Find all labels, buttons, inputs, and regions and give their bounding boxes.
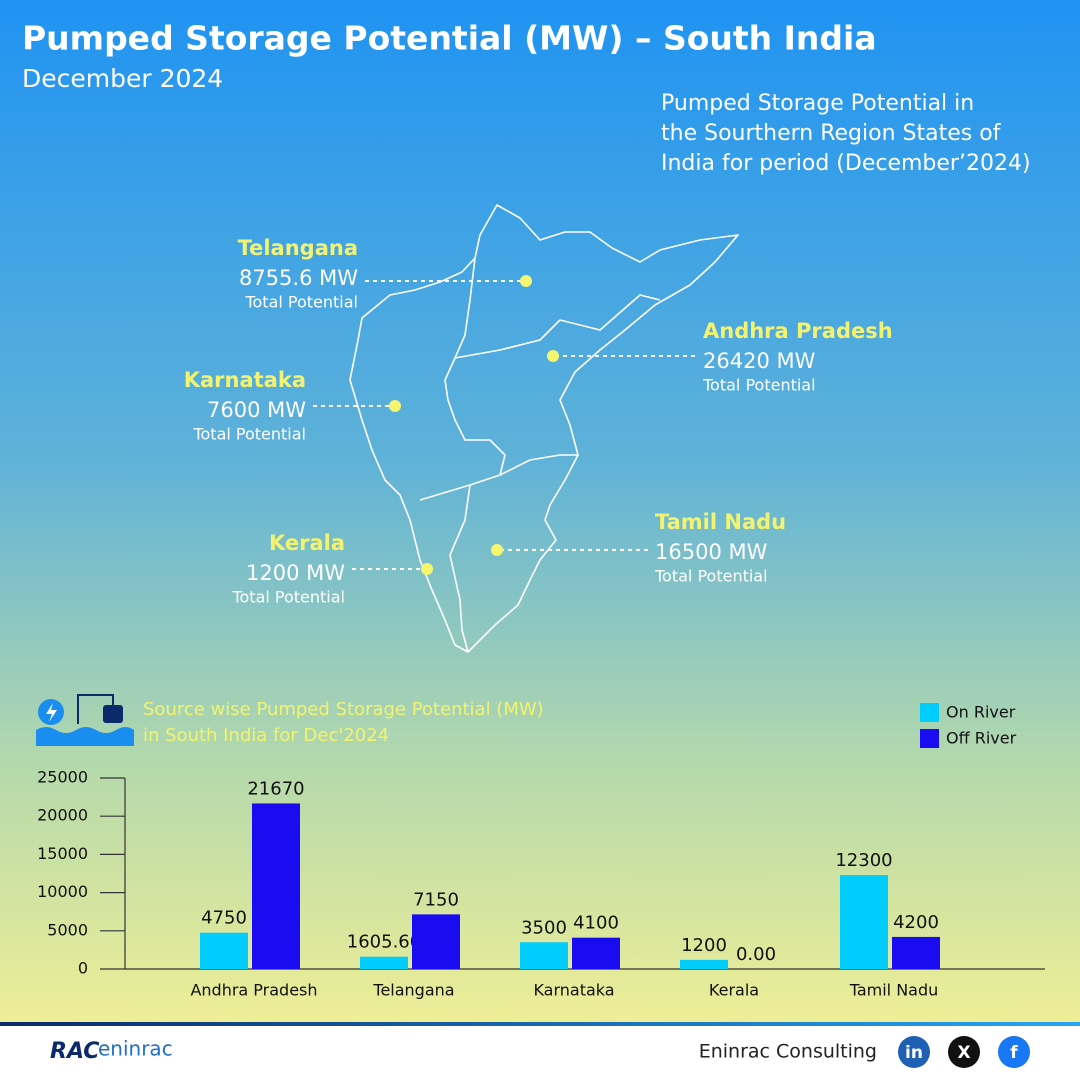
icon-water: [36, 727, 134, 746]
state-dot: [491, 544, 503, 556]
value-label: 1200: [681, 935, 727, 956]
value-label: 4750: [201, 908, 247, 929]
bar: [252, 803, 300, 969]
y-tick-label: 10000: [37, 882, 88, 901]
state-value: 8755.6 MW: [239, 266, 358, 290]
social-label[interactable]: in: [905, 1043, 923, 1063]
social-icon[interactable]: [898, 1036, 930, 1068]
icon-bolt: [46, 703, 57, 722]
map-description: India for period (December’2024): [661, 151, 1031, 176]
state-name: Telangana: [238, 236, 358, 260]
legend-label: Off River: [946, 729, 1017, 748]
state-value: 26420 MW: [703, 349, 816, 373]
value-label: 4100: [573, 913, 619, 934]
state-name: Tamil Nadu: [655, 510, 786, 534]
x-tick-label: Andhra Pradesh: [190, 981, 317, 1000]
value-label: 3500: [521, 917, 567, 938]
state-caption: Total Potential: [231, 588, 345, 607]
x-tick-label: Karnataka: [533, 981, 614, 1000]
social-icon[interactable]: [998, 1036, 1030, 1068]
map-outline: [349, 204, 739, 653]
icon-tank: [103, 705, 123, 723]
state-value: 7600 MW: [207, 398, 306, 422]
logo-mark: RAC: [50, 1039, 99, 1064]
state-value: 1200 MW: [246, 561, 345, 585]
bar: [200, 932, 248, 969]
map-border: [449, 484, 471, 653]
bar: [892, 936, 940, 969]
map: [349, 204, 739, 653]
value-label: 0.00: [736, 944, 776, 965]
map-border: [499, 454, 578, 476]
x-tick-label: Telangana: [372, 981, 454, 1000]
callouts: Telangana 8755.6 MW Total Potential Andhra …: [184, 236, 893, 607]
bar: [680, 959, 728, 969]
legend-label: On River: [946, 703, 1016, 722]
state-name: Andhra Pradesh: [703, 319, 893, 343]
chart-title: Source wise Pumped Storage Potential (MW…: [143, 699, 544, 720]
chart-icon: [36, 694, 134, 746]
state-caption: Total Potential: [244, 293, 358, 312]
value-label: 7150: [413, 889, 459, 910]
y-tick-label: 20000: [37, 806, 88, 825]
state-caption: Total Potential: [654, 567, 768, 586]
social-label[interactable]: X: [957, 1043, 970, 1063]
subtitle: December 2024: [22, 64, 223, 93]
value-label: 21670: [247, 778, 304, 799]
state-dot: [421, 563, 433, 575]
company-name: Eninrac Consulting: [699, 1041, 877, 1063]
title: Pumped Storage Potential (MW) – South In…: [22, 19, 877, 58]
state-dot: [389, 400, 401, 412]
bar: [412, 914, 460, 969]
y-tick-label: 0: [78, 959, 88, 978]
state-name: Karnataka: [184, 368, 306, 392]
state-caption: Total Potential: [192, 425, 306, 444]
social-label[interactable]: f: [1010, 1043, 1018, 1063]
bar-chart: 0 5000 10000 15000 20000 25000 Andhra Pradesh 4…: [37, 703, 1045, 1000]
state-dot: [520, 275, 532, 287]
bar: [520, 942, 568, 969]
chart-subtitle: in South India for Dec'2024: [143, 725, 389, 746]
state-dot: [547, 350, 559, 362]
map-description: Pumped Storage Potential in: [661, 91, 974, 116]
bar: [572, 937, 620, 969]
x-tick-label: Kerala: [709, 981, 759, 1000]
x-tick-label: Tamil Nadu: [849, 981, 939, 1000]
value-label: 4200: [893, 912, 939, 933]
bar: [360, 956, 408, 969]
divider: [0, 1022, 1080, 1026]
map-border: [454, 294, 661, 359]
y-tick-label: 25000: [37, 768, 88, 787]
legend-swatch: [920, 729, 939, 748]
state-caption: Total Potential: [702, 376, 816, 395]
legend-swatch: [920, 703, 939, 722]
icon-pipe: [77, 694, 114, 724]
bar: [840, 875, 888, 969]
logo-text: eninrac: [98, 1037, 173, 1061]
social-icon[interactable]: [948, 1036, 980, 1068]
y-tick-label: 15000: [37, 844, 88, 863]
state-name: Kerala: [269, 531, 345, 555]
value-label: 12300: [835, 850, 892, 871]
state-value: 16500 MW: [655, 540, 768, 564]
background: [0, 0, 1080, 1022]
value-label: 1605.60: [347, 932, 421, 953]
map-description: the Sourthern Region States of: [661, 121, 1002, 146]
y-tick-label: 5000: [47, 920, 88, 939]
